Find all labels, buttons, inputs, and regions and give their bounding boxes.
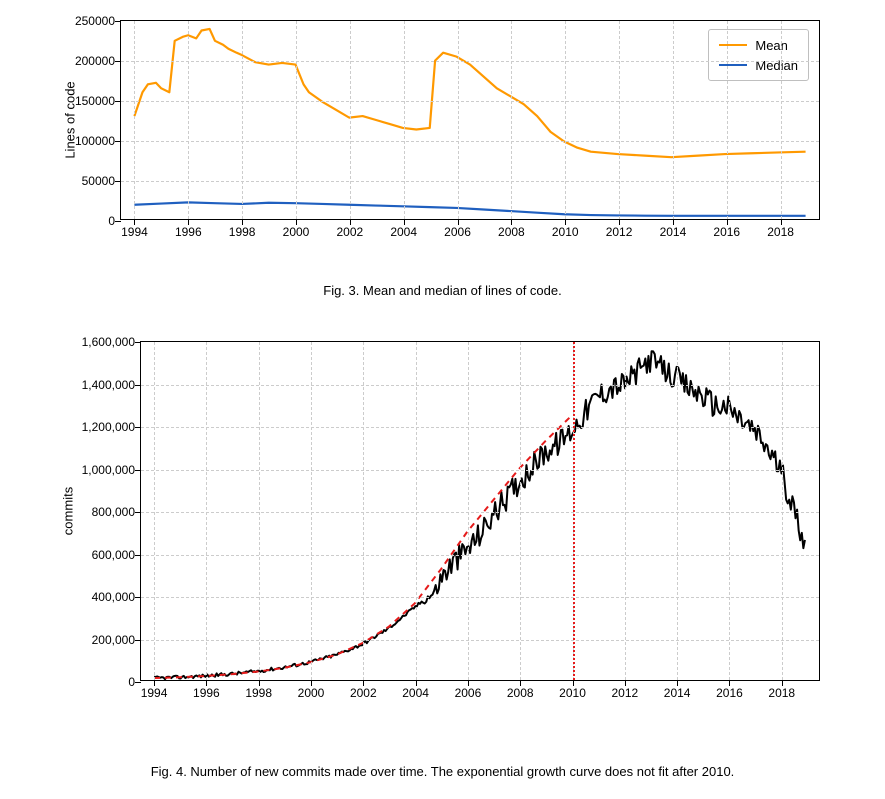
grid-line <box>206 342 207 680</box>
xtick-label: 2004 <box>402 680 429 700</box>
grid-line <box>141 597 819 598</box>
grid-line <box>134 21 135 219</box>
ytick-label: 150000 <box>75 94 121 108</box>
grid-line <box>677 342 678 680</box>
grid-line <box>121 101 819 102</box>
grid-line <box>242 21 243 219</box>
grid-line <box>141 512 819 513</box>
ytick-label: 600,000 <box>92 548 141 562</box>
xtick-label: 2012 <box>611 680 638 700</box>
grid-line <box>729 342 730 680</box>
ytick-label: 0 <box>108 214 121 228</box>
xtick-label: 2004 <box>390 219 417 239</box>
xtick-label: 2016 <box>716 680 743 700</box>
xtick-label: 2012 <box>606 219 633 239</box>
ytick-label: 100000 <box>75 134 121 148</box>
xtick-label: 2008 <box>498 219 525 239</box>
xtick-label: 2010 <box>552 219 579 239</box>
grid-line <box>520 342 521 680</box>
xtick-label: 2002 <box>350 680 377 700</box>
xtick-label: 1998 <box>245 680 272 700</box>
grid-line <box>141 427 819 428</box>
xtick-label: 2002 <box>336 219 363 239</box>
ytick-label: 400,000 <box>92 590 141 604</box>
xtick-label: 2000 <box>298 680 325 700</box>
grid-line <box>121 181 819 182</box>
ytick-label: 1,400,000 <box>82 378 141 392</box>
grid-line <box>121 141 819 142</box>
grid-line <box>296 21 297 219</box>
ytick-label: 1,600,000 <box>82 335 141 349</box>
xtick-label: 1998 <box>229 219 256 239</box>
figure-3: Mean Median 0 50000 100000 150000 200000 25000… <box>45 10 845 265</box>
xtick-label: 1996 <box>175 219 202 239</box>
series-commits_data <box>154 351 805 679</box>
grid-line <box>781 21 782 219</box>
xtick-label: 2016 <box>713 219 740 239</box>
fig3-plot-area: MeanMedian 05000010000015000020000025000… <box>120 20 820 220</box>
grid-line <box>141 555 819 556</box>
series-Mean <box>134 29 805 157</box>
ytick-label: 200000 <box>75 54 121 68</box>
grid-line <box>468 342 469 680</box>
grid-line <box>782 342 783 680</box>
grid-line <box>188 21 189 219</box>
legend-item: Mean <box>719 35 798 55</box>
grid-line <box>673 21 674 219</box>
grid-line <box>311 342 312 680</box>
legend-item: Median <box>719 55 798 75</box>
xtick-label: 1994 <box>141 680 168 700</box>
grid-line <box>154 342 155 680</box>
xtick-label: 2008 <box>507 680 534 700</box>
grid-line <box>458 21 459 219</box>
fig3-ylabel: Lines of code <box>63 81 78 158</box>
xtick-label: 2018 <box>767 219 794 239</box>
legend-label: Median <box>755 58 798 73</box>
xtick-label: 2000 <box>283 219 310 239</box>
grid-line <box>141 385 819 386</box>
grid-line <box>141 470 819 471</box>
reference-vline <box>573 342 575 680</box>
ytick-label: 250000 <box>75 14 121 28</box>
legend-label: Mean <box>755 38 788 53</box>
grid-line <box>121 61 819 62</box>
ytick-label: 1,000,000 <box>82 463 141 477</box>
fig4-caption: Fig. 4. Number of new commits made over … <box>0 764 885 779</box>
ytick-label: 50000 <box>82 174 121 188</box>
grid-line <box>416 342 417 680</box>
grid-line <box>565 21 566 219</box>
grid-line <box>141 640 819 641</box>
xtick-label: 2006 <box>444 219 471 239</box>
xtick-label: 2014 <box>664 680 691 700</box>
fig4-ylabel: commits <box>61 487 76 535</box>
legend-swatch <box>719 44 747 46</box>
grid-line <box>404 21 405 219</box>
series-Median <box>134 202 805 215</box>
fig4-plot-area: 0200,000400,000600,000800,0001,000,0001,… <box>140 341 820 681</box>
figure-4: 0 200,000 400,000 600,000 800,000 1,000,000 1,… <box>45 326 845 746</box>
ytick-label: 800,000 <box>92 505 141 519</box>
xtick-label: 2018 <box>768 680 795 700</box>
xtick-label: 2010 <box>559 680 586 700</box>
grid-line <box>363 342 364 680</box>
xtick-label: 2014 <box>660 219 687 239</box>
page: Mean Median 0 50000 100000 150000 200000 25000… <box>0 0 885 799</box>
grid-line <box>350 21 351 219</box>
xtick-label: 1996 <box>193 680 220 700</box>
legend-swatch <box>719 64 747 66</box>
fig4-svg <box>141 342 819 680</box>
fig3-legend: Mean Median <box>708 29 809 81</box>
xtick-label: 2006 <box>455 680 482 700</box>
xtick-label: 1994 <box>121 219 148 239</box>
grid-line <box>625 342 626 680</box>
grid-line <box>511 21 512 219</box>
grid-line <box>727 21 728 219</box>
ytick-label: 200,000 <box>92 633 141 647</box>
grid-line <box>259 342 260 680</box>
fig3-caption: Fig. 3. Mean and median of lines of code… <box>0 283 885 298</box>
ytick-label: 1,200,000 <box>82 420 141 434</box>
ytick-label: 0 <box>128 675 141 689</box>
grid-line <box>619 21 620 219</box>
